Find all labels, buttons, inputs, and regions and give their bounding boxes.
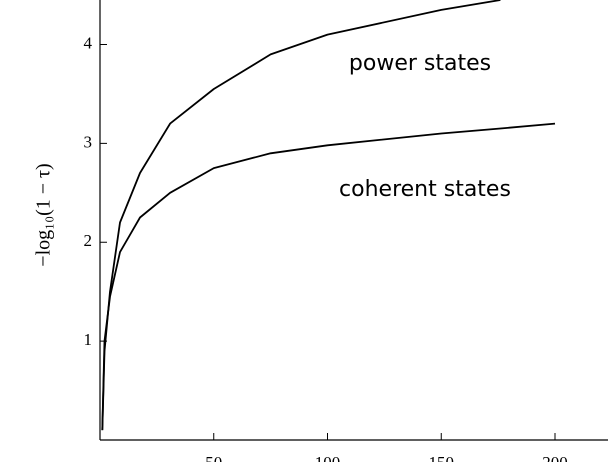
y-tick-label: 3 <box>84 132 93 151</box>
y-tick-label: 4 <box>84 33 93 52</box>
x-tick-label: 100 <box>315 453 341 462</box>
x-tick-label: 50 <box>205 453 222 462</box>
line-series <box>101 122 556 431</box>
y-tick-label: 1 <box>84 330 93 349</box>
x-tick-label: 150 <box>429 453 455 462</box>
y-tick-label: 2 <box>84 231 93 250</box>
annotation: power states <box>349 51 491 76</box>
y-axis-label: −log₁₀(1 − τ) <box>33 163 55 266</box>
annotation: coherent states <box>339 177 511 202</box>
x-tick-label: 200 <box>542 453 568 462</box>
